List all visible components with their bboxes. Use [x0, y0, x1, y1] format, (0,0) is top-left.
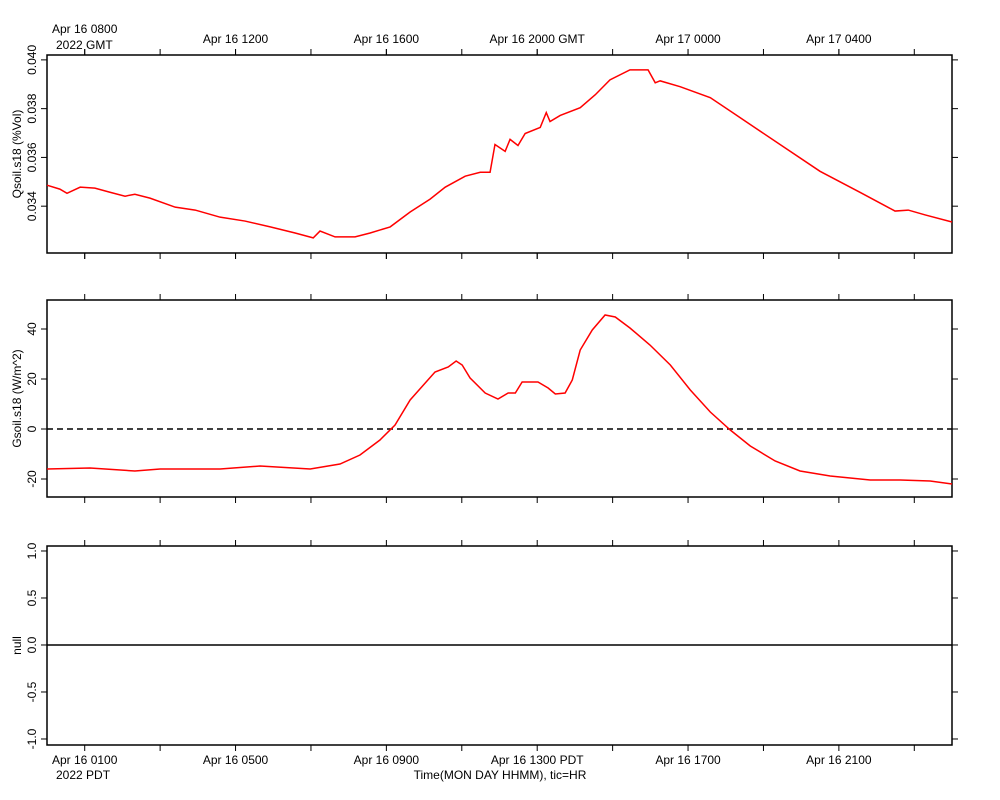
y-tick-label: 0.038 [25, 93, 39, 123]
x-tick-label: Apr 16 0900 [354, 753, 420, 767]
y-tick-label: 40 [25, 322, 39, 336]
y-tick-label: -1.0 [25, 728, 39, 749]
y-tick-label: 1.0 [25, 542, 39, 559]
data-line [46, 314, 953, 485]
x-tick-label: Apr 17 0400 [806, 32, 872, 46]
y-tick-label: 0.5 [25, 589, 39, 606]
y-tick-label: -0.5 [25, 681, 39, 702]
x-tick-label: Apr 16 2000 GMT [490, 32, 586, 46]
x-tick-label: Apr 16 1300 PDT [491, 753, 584, 767]
y-tick-label: 0.034 [25, 191, 39, 221]
y-tick-label: 0.0 [25, 636, 39, 653]
x-tick-label: Apr 16 0500 [203, 753, 269, 767]
y-tick-label: 0 [25, 425, 39, 432]
x-tick-label: Apr 16 1200 [203, 32, 269, 46]
x2-subtitle: 2022 GMT [56, 38, 113, 52]
panel-frame [46, 54, 953, 254]
x-tick-label: Apr 16 1600 [354, 32, 420, 46]
x-tick-label: Apr 16 2100 [806, 753, 872, 767]
x-subtitle: 2022 PDT [56, 768, 111, 782]
x-tick-label: Apr 16 0800 [52, 22, 118, 36]
x-tick-label: Apr 16 0100 [52, 753, 118, 767]
y-axis-label: Qsoil.s18 (%Vol) [10, 110, 24, 199]
y-axis-label: null [10, 636, 24, 655]
y-axis-label: Gsoil.s18 (W/m^2) [10, 349, 24, 447]
y-tick-label: 20 [25, 372, 39, 386]
data-line [46, 69, 953, 239]
panel-frame [46, 299, 953, 498]
x-axis-label: Time(MON DAY HHMM), tic=HR [414, 768, 587, 782]
x-tick-label: Apr 17 0000 [655, 32, 721, 46]
x-tick-label: Apr 16 1700 [655, 753, 721, 767]
y-tick-label: 0.040 [25, 45, 39, 75]
y-tick-label: -20 [25, 470, 39, 488]
y-tick-label: 0.036 [25, 142, 39, 172]
